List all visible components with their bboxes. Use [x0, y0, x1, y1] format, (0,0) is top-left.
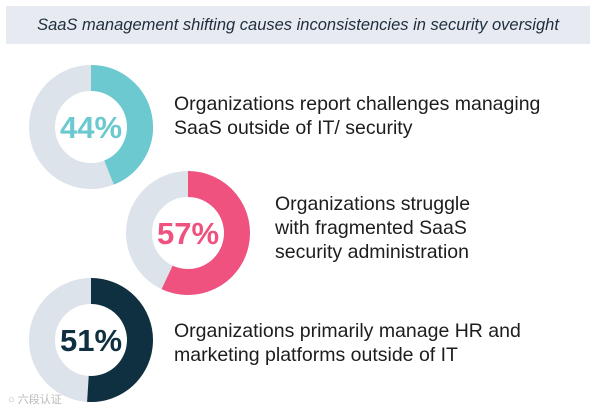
donut-3-arc	[87, 278, 153, 402]
donut-3: 51%	[29, 278, 153, 402]
stat-3-line-1: Organizations primarily manage HR and	[174, 320, 521, 342]
donut-1: 44%	[29, 65, 153, 189]
weibo-icon: ○	[8, 394, 15, 406]
donut-1-arc	[90, 65, 153, 185]
donut-2-percent: 57%	[157, 216, 219, 251]
stat-2-description: Organizations struggle with fragmented S…	[275, 192, 470, 264]
stat-2-line-1: Organizations struggle	[275, 193, 471, 215]
chart-title: SaaS management shifting causes inconsis…	[37, 15, 559, 34]
watermark-text: 六段认证	[17, 394, 62, 406]
donut-2: 57%	[126, 171, 250, 295]
stat-1-line-1: Organizations report challenges managing	[174, 93, 541, 115]
watermark: ○ 六段认证	[8, 391, 62, 407]
donut-2-arc	[161, 171, 250, 295]
donut-3-percent: 51%	[60, 323, 122, 358]
stat-3-description: Organizations primarily manage HR and ma…	[174, 319, 521, 367]
stat-1-description: Organizations report challenges managing…	[174, 92, 540, 140]
stat-3-line-2: marketing platforms outside of IT	[174, 344, 458, 366]
stat-2-line-3: security administration	[275, 241, 469, 263]
donut-1-percent: 44%	[60, 110, 122, 145]
stat-2-line-2: with fragmented SaaS	[275, 217, 467, 239]
header-banner: SaaS management shifting causes inconsis…	[6, 6, 590, 44]
stat-1-line-2: SaaS outside of IT/ security	[174, 117, 413, 139]
